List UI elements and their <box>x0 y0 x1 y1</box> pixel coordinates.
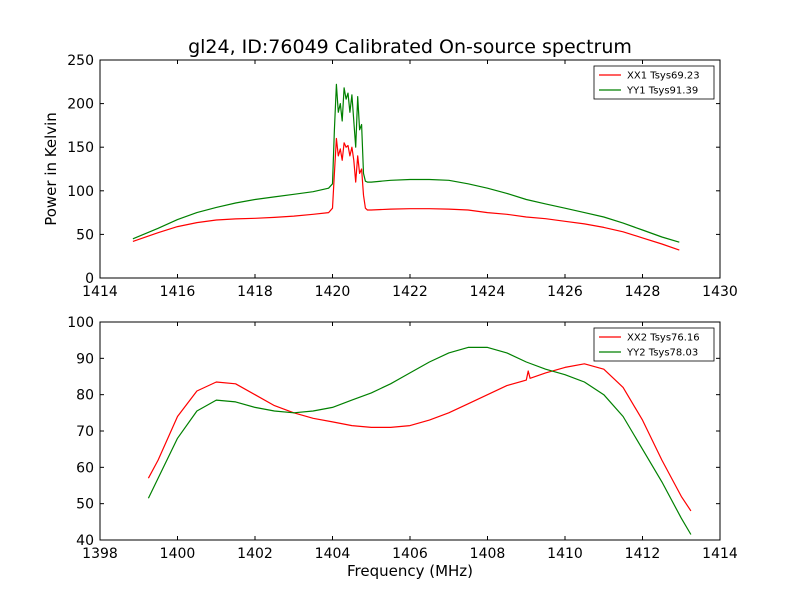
chart2-x-tick-label: 1402 <box>237 546 273 562</box>
chart2-x-tick-label: 1400 <box>160 546 196 562</box>
chart2-legend-box <box>593 327 715 362</box>
chart2-x-tick-label: 1412 <box>625 546 661 562</box>
chart-panels: 1414 1416 1418 1420 1422 1424 1426 1428 14300501… <box>42 53 738 580</box>
chart2-y-tick-label: 100 <box>67 315 94 331</box>
chart2-x-tick-label: 1404 <box>315 546 351 562</box>
chart2-y-tick-label: 40 <box>76 533 94 549</box>
chart1-y-tick-label: 0 <box>85 271 94 287</box>
chart2-legend-label-2: YY2 Tsys78.03 <box>626 348 698 359</box>
chart1-x-tick-label: 1428 <box>625 284 661 300</box>
chart2-series-line-2 <box>147 346 692 535</box>
chart2-x-tick-label: 1414 <box>702 546 738 562</box>
chart1-x-tick-label: 1418 <box>237 284 273 300</box>
chart1-x-tick-label: 1424 <box>470 284 506 300</box>
chart1-legend-box <box>593 65 715 100</box>
chart2-x-tick-label: 1398 <box>82 546 118 562</box>
chart2-x-tick-label: 1410 <box>547 546 583 562</box>
chart1-y-tick-label: 250 <box>67 53 94 69</box>
chart2-series-line-1 <box>147 363 692 512</box>
chart1-y-tick-label: 100 <box>67 184 94 200</box>
chart1-y-axis-label: Power in Kelvin <box>42 112 60 226</box>
chart1-y-tick-label: 50 <box>76 227 94 243</box>
chart1-x-tick-label: 1420 <box>315 284 351 300</box>
chart2-x-axis-label: Frequency (MHz) <box>347 562 473 580</box>
chart2-y-tick-label: 50 <box>76 497 94 513</box>
chart2-y-tick-label: 60 <box>76 460 94 476</box>
chart1-x-tick-label: 1430 <box>702 284 738 300</box>
chart1-x-tick-label: 1422 <box>392 284 428 300</box>
chart2-y-tick-label: 90 <box>76 351 94 367</box>
chart1-legend: XX1 Tsys69.23 YY1 Tsys91.39 <box>593 65 715 100</box>
chart2-plot: 1398 1400 1402 1404 1406 1408 1410 1412 1414 40 50… <box>67 315 738 580</box>
chart-title: gl24, ID:76049 Calibrated On-source spec… <box>188 36 632 58</box>
chart2-legend: XX2 Tsys76.16 YY2 Tsys78.03 <box>593 327 715 362</box>
chart1-series-line-1 <box>132 137 680 251</box>
chart2-legend-label-1: XX2 Tsys76.16 <box>627 333 700 344</box>
chart1-series-line-2 <box>132 83 680 243</box>
chart1-x-tick-label: 1416 <box>160 284 196 300</box>
chart1-legend-label-2: YY1 Tsys91.39 <box>626 86 698 97</box>
chart1-y-tick-label: 150 <box>67 140 94 156</box>
chart1-y-tick-label: 200 <box>67 97 94 113</box>
chart2-x-tick-label: 1408 <box>470 546 506 562</box>
chart2-x-tick-label: 1406 <box>392 546 428 562</box>
chart2-y-tick-label: 70 <box>76 424 94 440</box>
chart2-y-tick-label: 80 <box>76 388 94 404</box>
chart1-x-tick-label: 1414 <box>82 284 118 300</box>
chart1-x-tick-label: 1426 <box>547 284 583 300</box>
chart1-legend-label-1: XX1 Tsys69.23 <box>627 71 700 82</box>
chart1-plot: 1414 1416 1418 1420 1422 1424 1426 1428 1430 0 50 1… <box>42 53 738 300</box>
